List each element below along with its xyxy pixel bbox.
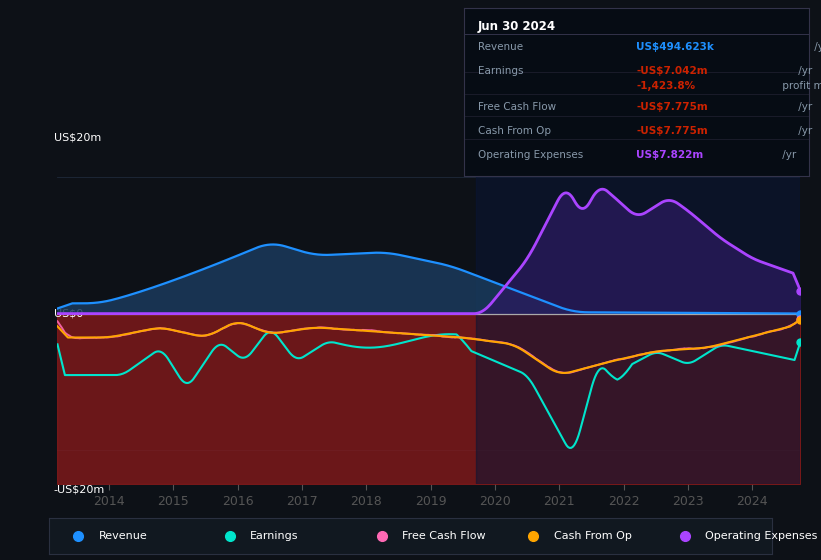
- Bar: [475, 143, 800, 484]
- Text: -US$20m: -US$20m: [53, 484, 105, 494]
- Text: /yr: /yr: [795, 126, 812, 136]
- Text: US$20m: US$20m: [53, 133, 101, 143]
- Text: /yr: /yr: [811, 42, 821, 52]
- Text: Free Cash Flow: Free Cash Flow: [401, 531, 485, 541]
- Text: Earnings: Earnings: [478, 66, 523, 76]
- Text: profit margin: profit margin: [779, 81, 821, 91]
- Text: Free Cash Flow: Free Cash Flow: [478, 102, 556, 113]
- Text: Operating Expenses: Operating Expenses: [705, 531, 818, 541]
- Text: /yr: /yr: [795, 66, 812, 76]
- Text: -US$7.775m: -US$7.775m: [636, 102, 708, 113]
- Text: Jun 30 2024: Jun 30 2024: [478, 20, 556, 33]
- Text: US$494.623k: US$494.623k: [636, 42, 714, 52]
- Text: Revenue: Revenue: [99, 531, 147, 541]
- Text: -US$7.042m: -US$7.042m: [636, 66, 708, 76]
- Text: Earnings: Earnings: [250, 531, 299, 541]
- Text: /yr: /yr: [779, 150, 796, 160]
- Text: Operating Expenses: Operating Expenses: [478, 150, 583, 160]
- Text: -1,423.8%: -1,423.8%: [636, 81, 695, 91]
- Text: Revenue: Revenue: [478, 42, 523, 52]
- Text: US$0: US$0: [53, 309, 83, 319]
- Text: Cash From Op: Cash From Op: [478, 126, 551, 136]
- Text: Cash From Op: Cash From Op: [553, 531, 631, 541]
- Text: -US$7.775m: -US$7.775m: [636, 126, 708, 136]
- Text: US$7.822m: US$7.822m: [636, 150, 704, 160]
- Text: /yr: /yr: [795, 102, 812, 113]
